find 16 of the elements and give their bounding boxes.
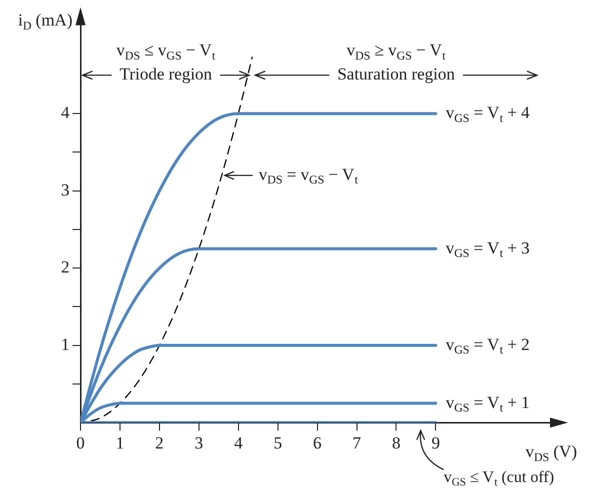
x-tick-label: 2: [155, 433, 164, 452]
y-tick-label: 2: [61, 258, 70, 277]
y-tick-label: 4: [61, 103, 70, 122]
y-tick-label: 3: [61, 180, 70, 200]
x-tick-label: 4: [234, 433, 244, 452]
x-tick-label: 6: [313, 433, 322, 452]
x-tick-label: 5: [274, 433, 282, 452]
x-tick-label: 0: [76, 433, 85, 452]
x-tick-label: 1: [116, 433, 124, 452]
annotation: Triode region: [120, 64, 213, 84]
x-tick-label: 8: [392, 433, 400, 452]
x-tick-label: 3: [194, 433, 204, 452]
annotation: Saturation region: [337, 64, 456, 84]
x-tick-label: 7: [352, 433, 362, 452]
x-tick-label: 9: [431, 433, 440, 452]
y-tick-label: 1: [61, 334, 70, 354]
